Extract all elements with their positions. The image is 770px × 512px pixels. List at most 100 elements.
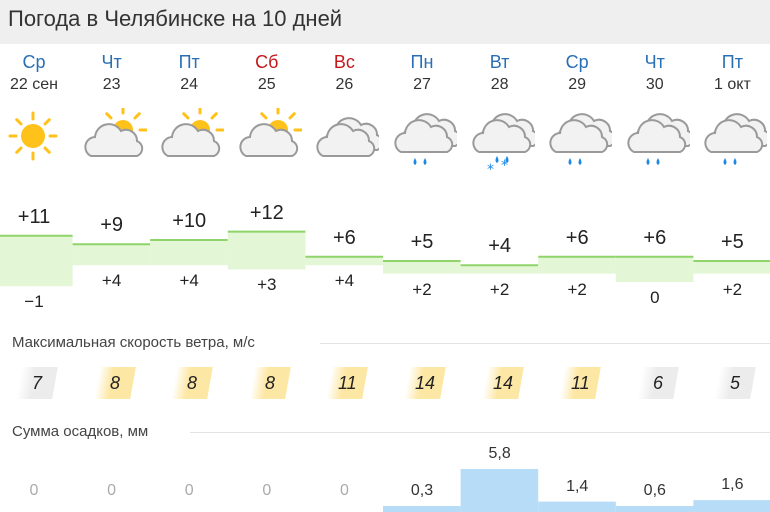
precip-bar [693,500,770,512]
temp-min: −1 [24,292,44,312]
wind-speed: 5 [714,367,757,399]
day-date: 1 окт [714,76,751,93]
precip-value: 0 [339,482,349,499]
day-date: 23 [102,76,121,93]
day-column[interactable]: Пт 1 окт [693,52,770,94]
temp-max: +6 [332,226,356,249]
day-of-week: Пн [410,52,434,72]
rain-icon [538,108,616,183]
precip-section-title: Сумма осадков, мм [12,423,159,440]
day-column[interactable]: Сб 25 [228,52,306,94]
svg-text:*: * [501,158,508,174]
partly-cloudy-icon [73,108,151,183]
wind-speed-value: 11 [338,373,357,393]
temp-band-segment [305,256,383,266]
precip-value: 0 [184,482,194,499]
partly-cloudy-icon [228,108,306,183]
wind-speed: 11 [326,367,369,399]
precip-value: 0,3 [410,482,434,499]
partly-cloudy-icon [150,108,228,183]
temp-max: +10 [172,210,207,232]
temp-max: +9 [100,214,123,237]
wind-speed-value: 5 [730,373,741,393]
precip-value: 0 [262,482,272,499]
precip-bar [383,506,461,512]
divider [320,343,770,344]
cloudy-icon [305,108,383,183]
sun [8,111,58,161]
day-date: 30 [645,76,664,93]
wind-speed-value: 8 [187,373,198,393]
wind-section-title: Максимальная скорость ветра, м/с [12,334,265,351]
wind-speed: 8 [248,367,291,399]
sun-icon [0,108,73,183]
temp-max: +5 [410,231,434,253]
day-column[interactable]: Пн 27 [383,52,461,94]
wind-speed-value: 8 [109,373,120,393]
temp-max: +4 [488,235,511,258]
temp-band-segment [538,256,616,274]
day-of-week: Пт [178,52,200,72]
precip-bar [460,469,539,512]
day-date: 24 [180,76,199,93]
temp-band-segment [460,265,539,274]
day-of-week: Чт [644,52,665,72]
precip-value: 1,4 [566,477,589,495]
wind-speed-value: 14 [414,373,436,393]
day-date: 28 [490,76,509,93]
temp-max: +5 [720,231,744,253]
precip-value: 0,6 [643,482,666,499]
temp-band-segment [383,261,461,274]
wind-speed-value: 11 [570,373,590,393]
temp-max: +6 [565,226,589,249]
day-column[interactable]: Чт 30 [616,52,694,94]
temp-min: +4 [101,271,122,291]
day-date: 25 [257,76,276,93]
day-of-week: Пт [721,52,743,72]
day-column[interactable]: Чт 23 [73,52,151,94]
svg-text:*: * [487,162,494,178]
wind-speed-value: 7 [31,373,42,393]
wind-speed: 6 [636,367,679,399]
page-title: Погода в Челябинске на 10 дней [8,6,343,31]
precip-bar [538,501,616,512]
day-date: 26 [335,76,354,93]
precip-value: 1,6 [721,476,744,494]
rain-icon [693,108,770,183]
precip-value: 0 [29,482,39,499]
day-of-week: Чт [101,52,122,72]
temp-min: +3 [257,275,277,295]
wind-speed: 8 [171,367,214,399]
wind-speed-value: 8 [264,373,275,393]
day-of-week: Ср [22,52,46,72]
wind-speed: 14 [404,367,446,399]
temp-band-segment [227,231,306,270]
day-of-week: Ср [565,52,589,72]
day-date: 22 сен [10,76,58,93]
temp-max: +11 [17,205,51,228]
day-of-week: Вс [333,52,355,72]
day-column[interactable]: Вс 26 [305,52,383,94]
precip-bar [615,506,694,512]
temp-band-segment [72,244,151,266]
day-date: 29 [568,76,587,93]
temp-min: +4 [334,271,355,291]
rain-icon [616,108,694,183]
wind-speed-value: 6 [652,373,663,393]
wind-speed: 14 [481,367,524,399]
day-column[interactable]: Пт 24 [150,52,228,94]
day-column[interactable]: Вт 28 [461,52,539,94]
wind-speed: 7 [16,367,58,399]
day-column[interactable]: Ср 29 [538,52,616,94]
wind-speed: 11 [559,367,602,399]
divider [190,432,770,433]
day-column[interactable]: Ср 22 сен [0,52,73,94]
precip-value: 5,8 [488,445,511,462]
temp-min: +2 [722,279,743,299]
temp-min: 0 [650,288,660,307]
header: Погода в Челябинске на 10 дней [0,0,770,44]
temp-min: +2 [567,279,587,299]
sleet-icon: * * [461,108,539,183]
temp-band-segment [150,240,228,266]
